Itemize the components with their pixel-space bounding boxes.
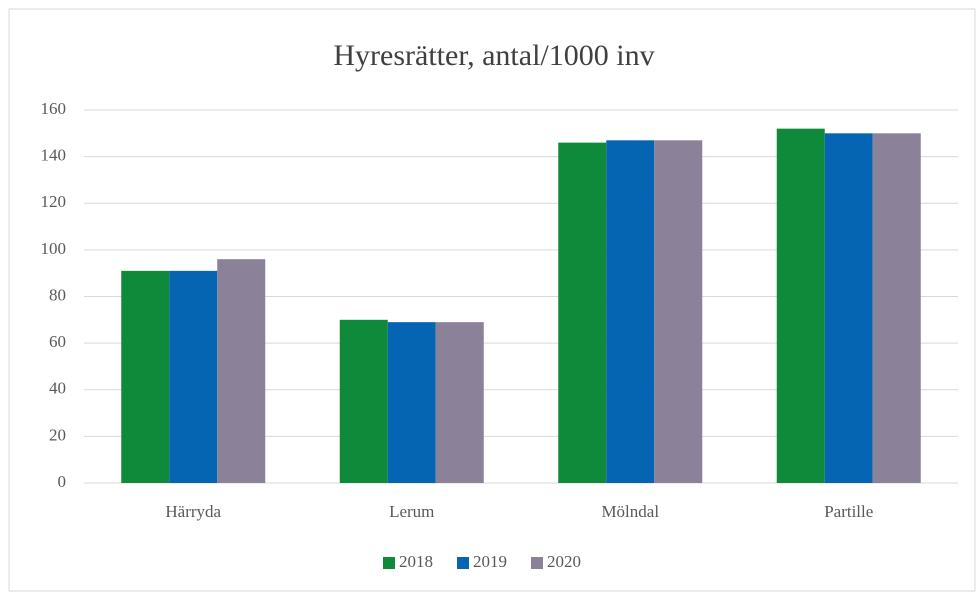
y-tick-label: 60 [49, 332, 66, 351]
y-tick-label: 100 [41, 239, 67, 258]
x-tick-label: Härryda [165, 502, 221, 521]
x-tick-label: Partille [824, 502, 873, 521]
bar [121, 270, 170, 483]
y-tick-label: 120 [41, 192, 67, 211]
bar [824, 133, 873, 483]
legend-swatch [457, 557, 469, 569]
bar [606, 140, 655, 483]
y-tick-label: 160 [41, 99, 67, 118]
bar [776, 128, 825, 483]
y-tick-label: 80 [49, 285, 66, 304]
legend-label: 2018 [399, 552, 433, 571]
chart-title: Hyresrätter, antal/1000 inv [333, 39, 654, 72]
bar [654, 140, 703, 483]
bar [387, 322, 436, 483]
x-tick-label: Mölndal [601, 502, 659, 521]
y-tick-label: 0 [58, 472, 67, 491]
legend-swatch [383, 557, 395, 569]
x-tick-label: Lerum [389, 502, 434, 521]
legend-swatch [531, 557, 543, 569]
bar [217, 259, 266, 483]
y-tick-label: 140 [41, 146, 67, 165]
legend-label: 2020 [547, 552, 581, 571]
bar [339, 319, 388, 483]
y-tick-label: 40 [49, 379, 66, 398]
bar [872, 133, 921, 483]
bar [169, 270, 218, 483]
bar [558, 142, 607, 483]
bar [435, 322, 484, 483]
legend-label: 2019 [473, 552, 507, 571]
y-tick-label: 20 [49, 425, 66, 444]
